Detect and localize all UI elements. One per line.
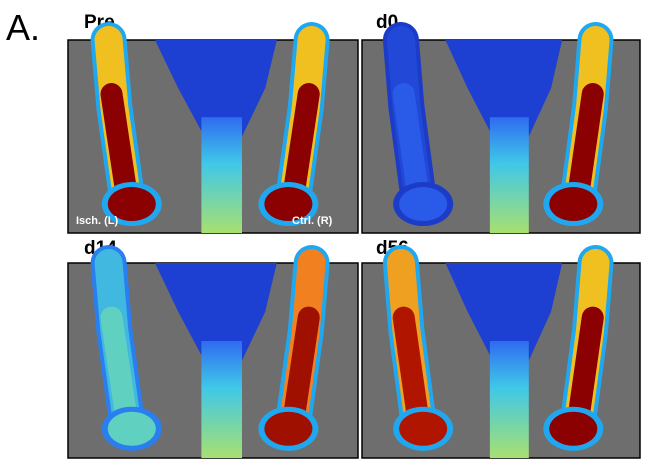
limb-label: Ctrl. (R) xyxy=(292,215,333,227)
limb-core xyxy=(579,318,593,416)
limb-core xyxy=(404,94,418,190)
limb-core xyxy=(294,94,309,190)
paw xyxy=(549,187,597,221)
tail xyxy=(201,341,242,458)
page: A. Pre d0 d14 d56 Isch. (L) Ctrl. (R) ((… xyxy=(0,0,648,462)
paw xyxy=(399,412,447,446)
paw xyxy=(399,187,447,221)
figure: A. Pre d0 d14 d56 Isch. (L) Ctrl. (R) xyxy=(0,0,648,462)
tail xyxy=(490,341,529,458)
limb-core xyxy=(579,94,593,190)
images xyxy=(68,40,640,458)
limb-core xyxy=(294,318,309,416)
limb-core xyxy=(404,318,418,416)
panel-label: A. xyxy=(6,7,40,48)
tail xyxy=(201,117,242,233)
tail xyxy=(490,117,529,233)
paw xyxy=(549,412,597,446)
paw xyxy=(108,412,156,446)
limb-core xyxy=(112,94,127,190)
limb-label: Isch. (L) xyxy=(76,215,119,227)
limb-core xyxy=(112,318,127,416)
paw xyxy=(264,412,312,446)
